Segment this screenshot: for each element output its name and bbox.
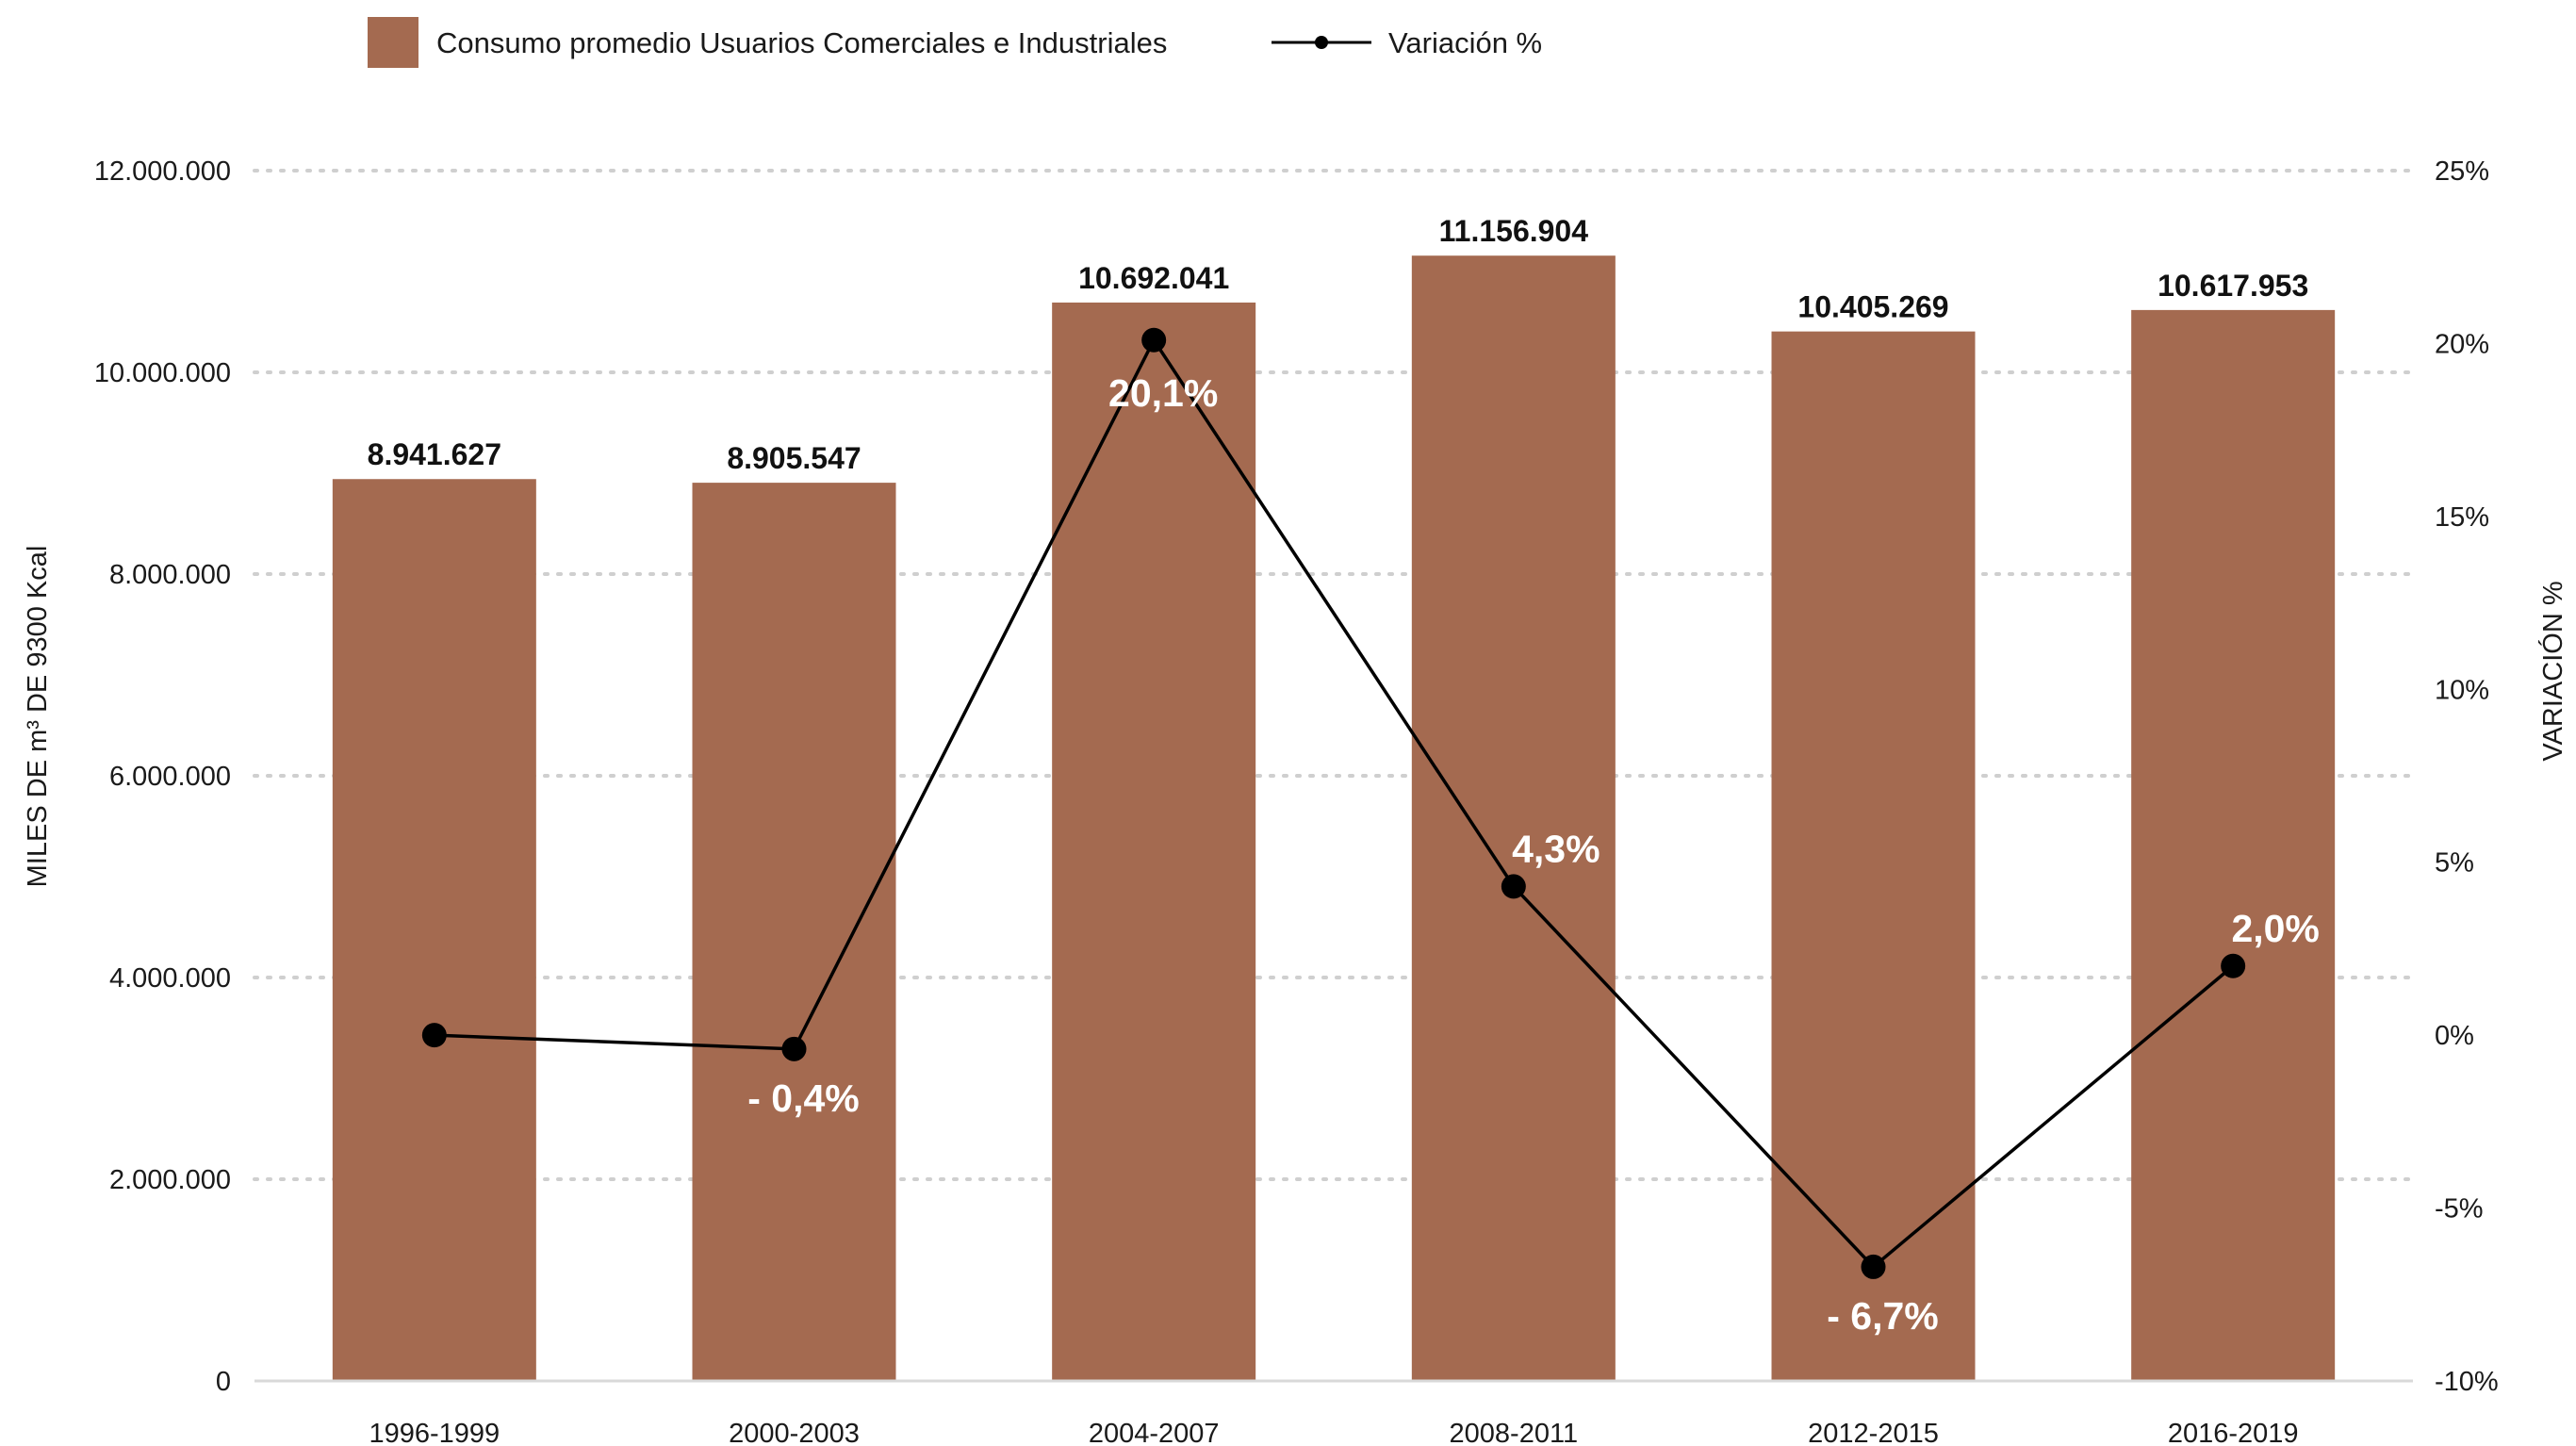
line-series: - 0,4% 20,1% 4,3% - 6,7% 2,0% [421, 327, 2320, 1338]
y2-tick-label: 10% [2435, 675, 2489, 705]
axes: MILES DE m³ DE 9300 Kcal VARIACIÓN % 0 2.… [23, 156, 2568, 1446]
y-tick-label: 4.000.000 [109, 963, 231, 994]
y2-tick-label: 0% [2435, 1021, 2474, 1051]
y-tick-label: 0 [216, 1367, 231, 1397]
line-point [2221, 953, 2246, 978]
line-point [1141, 327, 1167, 353]
y-tick-label: 6.000.000 [109, 762, 231, 792]
line-point [1861, 1254, 1886, 1279]
x-tick-label: 2012-2015 [1808, 1419, 1939, 1446]
line-point [781, 1036, 807, 1061]
variation-line [434, 337, 2235, 1270]
line-point-label: - 6,7% [1827, 1294, 1939, 1338]
bar-value-label: 8.941.627 [368, 437, 501, 471]
legend-line-label: Variación % [1388, 26, 1542, 59]
bar-series: 8.941.627 8.905.547 10.692.041 11.156.904 10… [332, 214, 2336, 1381]
bar-value-label: 8.905.547 [727, 441, 861, 475]
bar [692, 483, 896, 1381]
x-tick-label: 2000-2003 [729, 1419, 860, 1446]
bar-value-label: 11.156.904 [1439, 214, 1589, 248]
legend: Consumo promedio Usuarios Comerciales e … [368, 17, 1542, 68]
y-tick-label: 12.000.000 [94, 156, 231, 187]
y-tick-label: 8.000.000 [109, 560, 231, 590]
line-point-label: 2,0% [2231, 907, 2319, 950]
legend-bar-label: Consumo promedio Usuarios Comerciales e … [436, 26, 1167, 59]
bar [1052, 302, 1256, 1381]
bar [2131, 309, 2336, 1381]
bar-value-label: 10.692.041 [1078, 261, 1229, 295]
bar [332, 479, 536, 1381]
line-point [421, 1023, 447, 1048]
y2-tick-label: -10% [2435, 1367, 2499, 1397]
bar-value-label: 10.617.953 [2158, 269, 2308, 303]
bar [1771, 331, 1976, 1381]
line-point [1501, 874, 1526, 899]
bar-value-label: 10.405.269 [1797, 290, 1948, 324]
y2-axis-title: VARIACIÓN % [2537, 581, 2568, 761]
x-tick-label: 2016-2019 [2168, 1419, 2299, 1446]
y-axis-title: MILES DE m³ DE 9300 Kcal [23, 546, 53, 888]
legend-bar-swatch [368, 17, 418, 68]
y-tick-label: 10.000.000 [94, 358, 231, 388]
y2-tick-label: -5% [2435, 1194, 2484, 1224]
y-tick-label: 2.000.000 [109, 1165, 231, 1195]
x-tick-label: 2008-2011 [1450, 1419, 1579, 1446]
line-point-label: 20,1% [1108, 371, 1218, 415]
y2-tick-label: 25% [2435, 156, 2489, 187]
legend-line-marker [1315, 36, 1328, 49]
y2-tick-label: 5% [2435, 848, 2474, 879]
gridlines [253, 169, 2415, 1181]
x-tick-label: 2004-2007 [1089, 1419, 1220, 1446]
line-point-label: 4,3% [1512, 827, 1600, 870]
line-point-label: - 0,4% [747, 1076, 860, 1120]
x-tick-label: 1996-1999 [369, 1419, 500, 1446]
y2-tick-label: 20% [2435, 329, 2489, 359]
y2-tick-label: 15% [2435, 502, 2489, 533]
bar [1411, 255, 1616, 1381]
